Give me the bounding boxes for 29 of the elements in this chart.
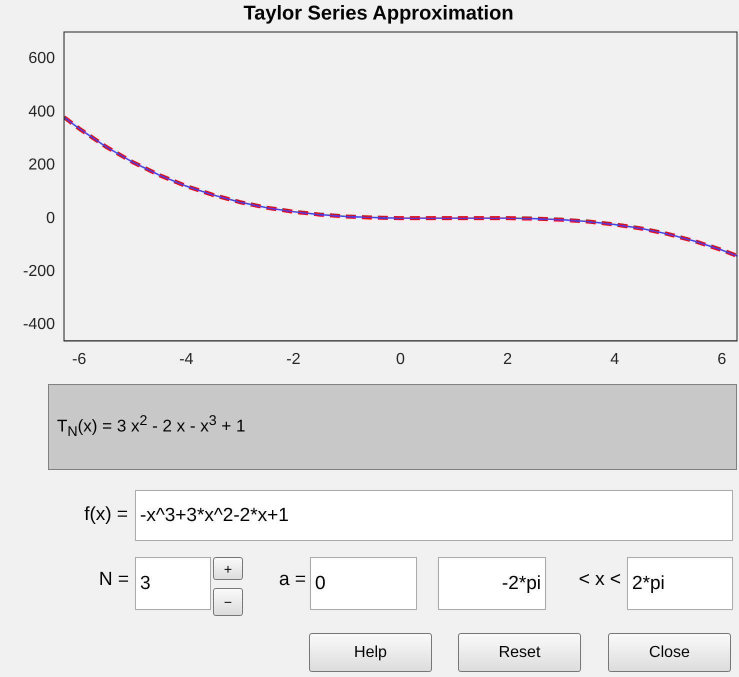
y-tick-label: -400	[22, 316, 56, 334]
text: −	[224, 594, 232, 610]
y-tick-label: 400	[28, 103, 56, 120]
text: +	[224, 560, 232, 576]
y-tick-label: -200	[22, 262, 56, 280]
text: a =	[279, 569, 306, 591]
y-tick-label: 200	[28, 156, 56, 174]
x-tick-label: -6	[72, 350, 86, 368]
x-tick-label: -2	[286, 350, 301, 368]
text: T$_{N}$(x) = 3 x$^{2}$ - 2 x - x$^{3}$ + 1	[57, 413, 246, 441]
x-tick-label: -4	[179, 350, 194, 368]
text: 0	[315, 572, 326, 594]
y-tick-label: 0	[46, 210, 56, 227]
x-tick-label: 0	[396, 350, 406, 368]
x-tick-label: 2	[503, 350, 512, 368]
text: Reset	[498, 644, 540, 662]
text: < x <	[578, 569, 621, 591]
text: -x^3+3*x^2-2*x+1	[140, 504, 289, 526]
x-tick-label: 4	[610, 350, 620, 368]
text: N =	[98, 569, 129, 591]
text: 2*pi	[632, 572, 665, 594]
text: 3	[140, 572, 151, 594]
y-tick-label: 600	[28, 50, 56, 68]
text: Help	[354, 644, 387, 662]
text: f(x) =	[84, 504, 128, 526]
text: -2*pi	[502, 572, 541, 594]
x-tick-label: 6	[717, 350, 726, 368]
text: Close	[649, 644, 690, 662]
chart-title: Taylor Series Approximation	[243, 2, 514, 25]
